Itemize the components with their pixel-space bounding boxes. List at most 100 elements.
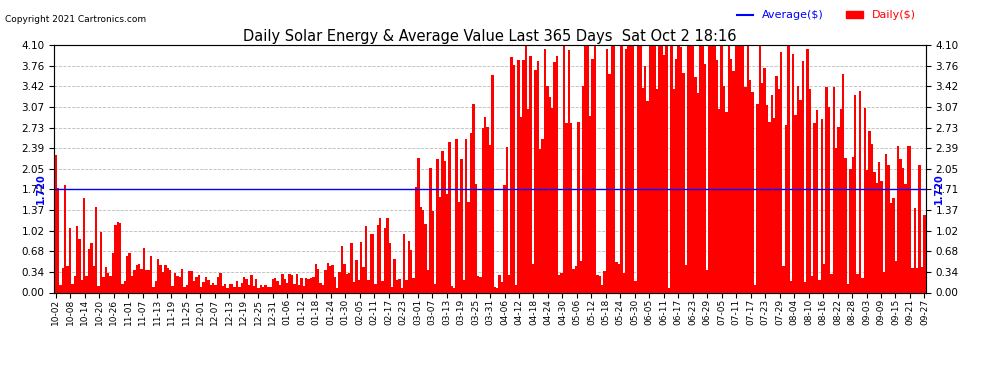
Bar [821, 119, 823, 292]
Bar [107, 273, 109, 292]
Bar [608, 74, 611, 292]
Bar [861, 278, 863, 292]
Bar [660, 30, 663, 292]
Bar [122, 284, 124, 292]
Bar [408, 242, 410, 292]
Bar [899, 159, 902, 292]
Bar [427, 270, 430, 292]
Bar [403, 234, 405, 292]
Bar [680, 47, 682, 292]
Bar [539, 148, 542, 292]
Bar [81, 280, 83, 292]
Bar [486, 127, 489, 292]
Bar [849, 169, 851, 292]
Bar [835, 148, 838, 292]
Bar [875, 183, 878, 292]
Bar [491, 75, 494, 292]
Bar [902, 168, 904, 292]
Bar [651, 41, 653, 292]
Bar [293, 284, 296, 292]
Bar [212, 283, 215, 292]
Bar [205, 277, 207, 292]
Bar [828, 107, 831, 292]
Bar [398, 279, 401, 292]
Bar [701, 30, 704, 292]
Bar [298, 285, 300, 292]
Bar [442, 152, 444, 292]
Bar [54, 155, 56, 292]
Bar [171, 286, 174, 292]
Bar [460, 159, 462, 292]
Bar [143, 248, 146, 292]
Bar [332, 265, 334, 292]
Bar [66, 266, 68, 292]
Bar [878, 162, 880, 292]
Bar [320, 283, 322, 292]
Bar [310, 278, 312, 292]
Bar [799, 100, 802, 292]
Bar [672, 89, 675, 292]
Bar [154, 281, 157, 292]
Bar [188, 271, 190, 292]
Bar [567, 50, 570, 292]
Bar [670, 30, 672, 292]
Bar [446, 194, 448, 292]
Bar [134, 270, 136, 292]
Bar [644, 66, 646, 292]
Bar [646, 101, 648, 292]
Bar [348, 273, 350, 292]
Bar [613, 30, 616, 292]
Bar [181, 268, 183, 292]
Bar [787, 31, 790, 292]
Bar [357, 280, 360, 292]
Bar [141, 269, 143, 292]
Bar [308, 279, 310, 292]
Bar [630, 34, 632, 292]
Bar [190, 271, 193, 292]
Bar [775, 76, 778, 292]
Bar [515, 285, 518, 292]
Bar [873, 172, 875, 292]
Bar [883, 272, 885, 292]
Bar [537, 60, 539, 292]
Bar [604, 271, 606, 292]
Bar [558, 275, 560, 292]
Bar [415, 187, 417, 292]
Bar [100, 232, 102, 292]
Bar [303, 286, 305, 292]
Bar [692, 30, 694, 292]
Bar [699, 31, 701, 292]
Bar [763, 68, 765, 292]
Bar [396, 280, 398, 292]
Bar [93, 266, 95, 292]
Bar [329, 266, 332, 292]
Bar [895, 261, 897, 292]
Bar [124, 281, 126, 292]
Bar [648, 30, 651, 292]
Bar [350, 243, 352, 292]
Bar [410, 250, 413, 292]
Bar [252, 286, 255, 292]
Bar [570, 123, 572, 292]
Bar [344, 264, 346, 292]
Bar [437, 159, 439, 292]
Bar [740, 30, 742, 292]
Bar [579, 261, 582, 292]
Bar [738, 39, 740, 292]
Bar [472, 104, 474, 292]
Bar [246, 279, 248, 292]
Bar [341, 246, 344, 292]
Bar [675, 59, 677, 292]
Bar [248, 285, 250, 292]
Bar [259, 285, 262, 292]
Bar [866, 170, 868, 292]
Bar [665, 30, 668, 292]
Bar [231, 284, 234, 292]
Bar [640, 32, 642, 292]
Bar [355, 261, 357, 292]
Bar [761, 82, 763, 292]
Bar [871, 144, 873, 292]
Bar [200, 287, 202, 292]
Bar [697, 93, 699, 292]
Bar [535, 69, 537, 292]
